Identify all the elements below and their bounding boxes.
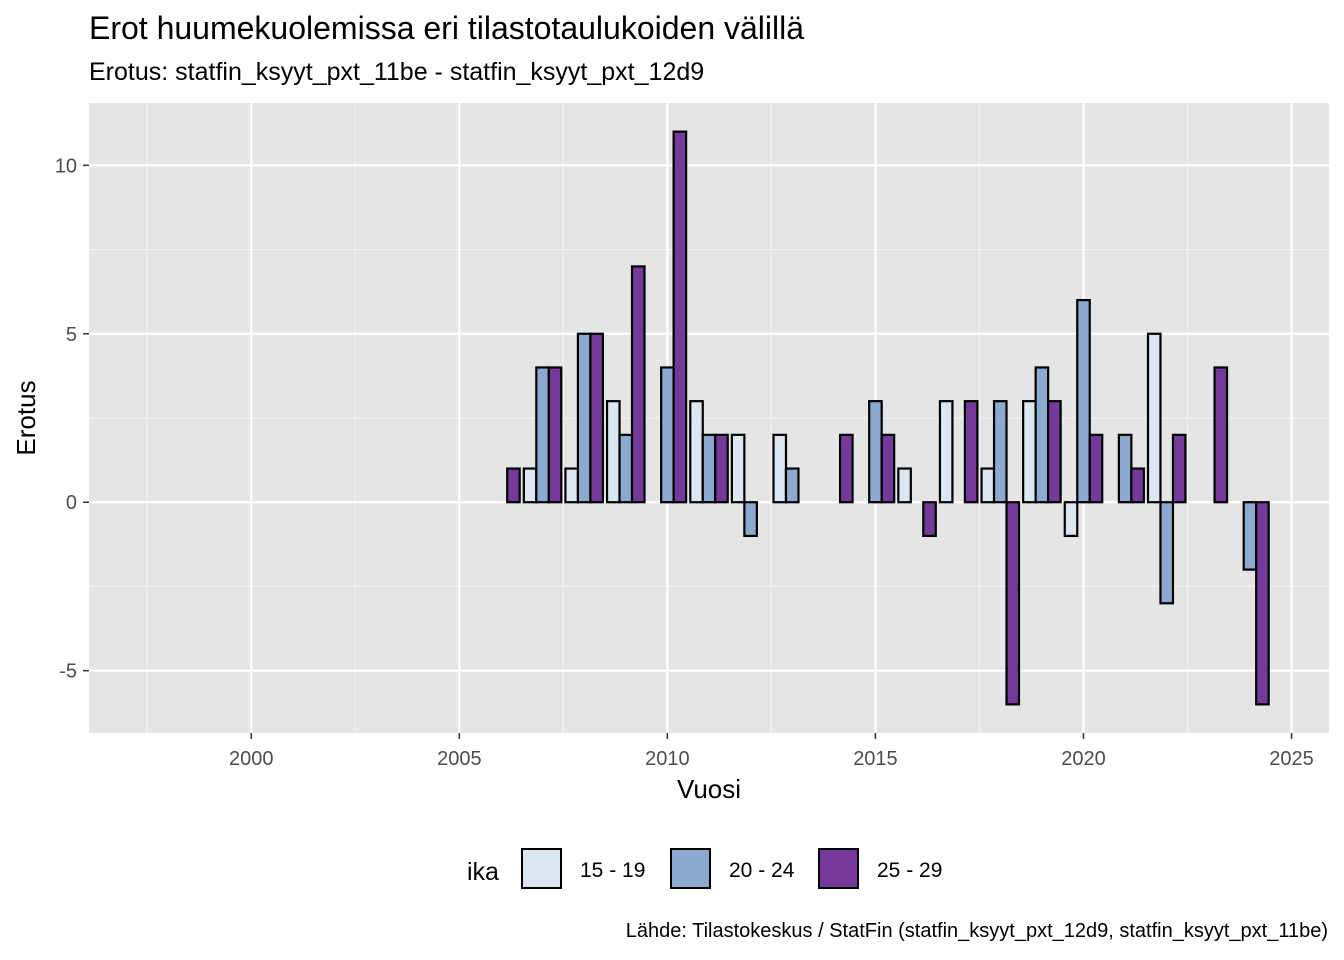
legend-swatch [818,848,859,889]
bar [701,433,717,504]
x-tick-label: 2005 [437,748,482,770]
bar [772,433,788,504]
bar [980,467,996,504]
bar [1171,433,1187,504]
axes: 2000 2005 2010 2015 2020 2025 -5 0 5 10 [55,155,1314,770]
x-tick-label: 2010 [645,748,690,770]
bar [1022,400,1037,504]
bar [672,130,688,504]
bar [714,433,729,504]
y-axis-title: Erotus [11,380,41,455]
legend-title: ika [467,858,499,886]
source-caption: Lähde: Tilastokeskus / StatFin (statfin_… [625,920,1328,942]
bar [689,400,704,504]
y-tick-label: -5 [59,661,77,683]
y-tick-label: 10 [55,155,77,177]
bar [535,366,550,504]
bar [1088,433,1104,504]
bar [618,433,634,504]
legend-swatch [521,848,562,889]
bar [1255,501,1270,706]
bar [506,467,521,504]
bar [730,433,746,504]
bar-chart: 2000 2005 2010 2015 2020 2025 -5 0 5 10 Vuosi Ero… [11,103,1329,804]
bar [1159,501,1175,605]
bar [897,467,912,504]
bar [1005,501,1021,706]
bar [963,400,979,504]
chart-title: Erot huumekuolemissa eri tilastotaulukoi… [89,10,805,46]
legend-label: 25 - 29 [877,859,943,882]
chart-subtitle: Erotus: statfin_ksyyt_pxt_11be - statfin… [89,58,705,86]
bar [605,400,621,504]
bar [630,265,646,504]
bar [1047,400,1062,504]
bar [1213,366,1229,504]
legend-swatch [670,848,711,889]
x-tick-label: 2000 [229,748,274,770]
x-tick-label: 2025 [1269,748,1314,770]
bar [938,400,954,504]
legend: ika 15 - 19 20 - 24 25 - 29 [0,848,1344,894]
bar [743,501,758,538]
bar [547,366,563,504]
grid-lines [89,103,1329,733]
bar [1146,332,1162,504]
x-tick-label: 2020 [1061,748,1106,770]
bar [880,433,896,504]
y-tick-label: 5 [66,324,77,346]
legend-label: 15 - 19 [580,859,646,882]
bar [922,501,937,538]
bar [564,467,580,504]
bar [576,332,592,504]
bar [1117,433,1133,504]
bar [838,433,854,504]
bar [1076,298,1091,504]
bar [784,467,800,504]
x-axis-title: Vuosi [677,774,741,804]
bar [522,467,538,504]
bars [506,130,1270,706]
bar [589,332,604,504]
bar [1034,366,1050,504]
bar [1063,501,1079,538]
x-tick-label: 2015 [853,748,898,770]
bar [992,400,1008,504]
bar [1130,467,1145,504]
bar [660,366,675,504]
bar [868,400,883,504]
y-tick-label: 0 [66,492,77,514]
bar [1242,501,1258,571]
legend-label: 20 - 24 [729,859,795,882]
